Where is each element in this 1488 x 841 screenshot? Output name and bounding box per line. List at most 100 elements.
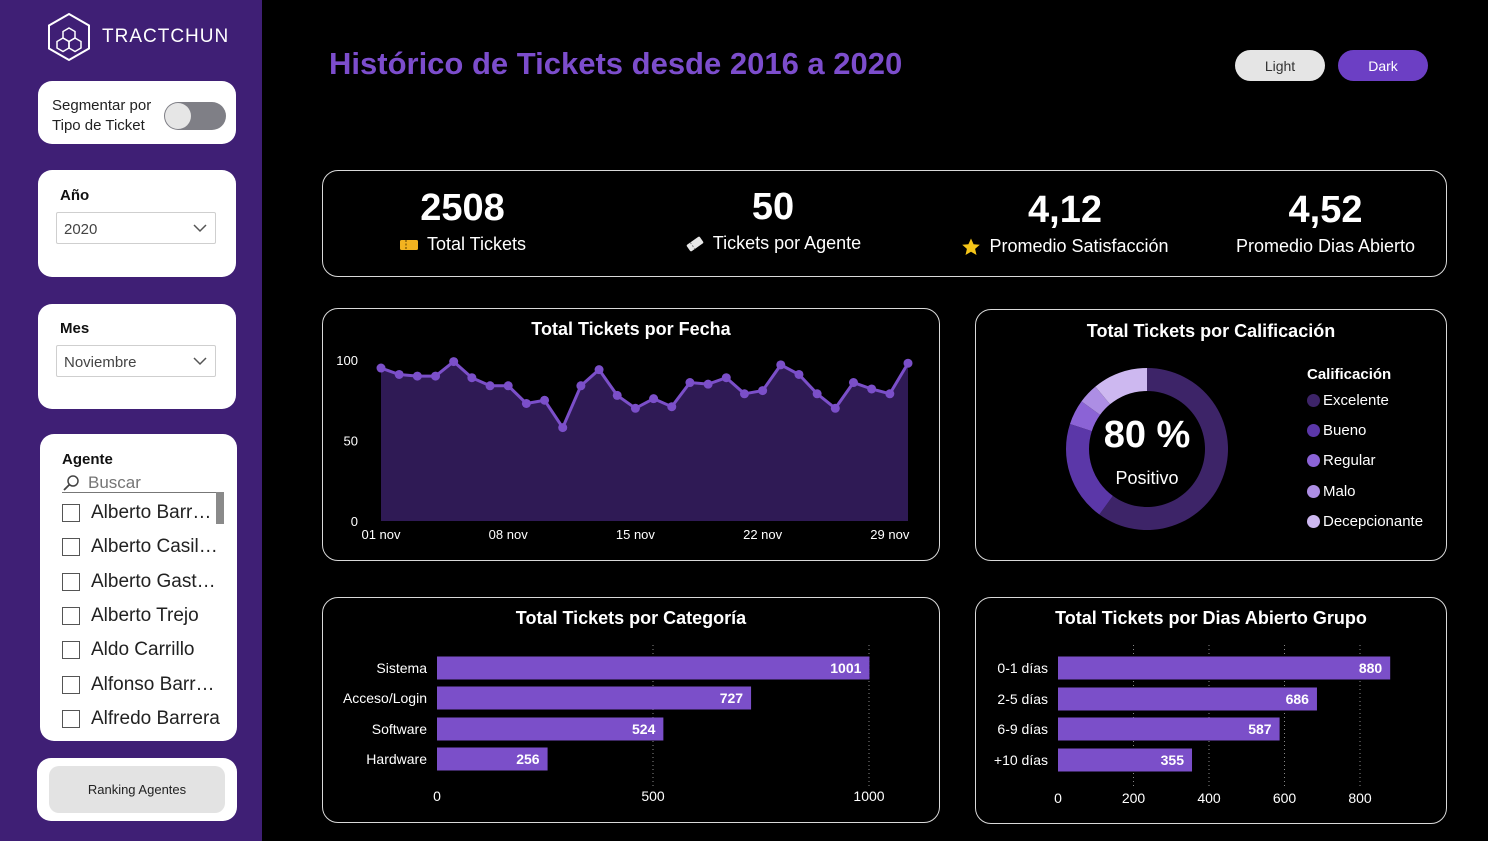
kpi-label-text: Total Tickets [426,234,527,254]
year-filter-card: Año 2020 [38,170,236,277]
category-label: 6-9 días [997,721,1048,737]
tickets-by-rating-donut: 80 % Positivo [1066,368,1228,530]
kpi-label-text: Tickets por Agente [712,233,862,253]
bar-value-label: 727 [720,690,744,706]
brand-name: TRACTCHUN [102,26,230,47]
x-tick-label: 08 nov [489,527,529,542]
year-select-value: 2020 [64,221,98,238]
x-tick-label: 0 [433,788,441,804]
bar-value-label: 880 [1359,660,1383,676]
data-point [812,389,822,399]
donut-slice [1095,368,1147,405]
agent-list-item[interactable]: Alberto Barraza [62,496,226,530]
agent-search [62,472,222,493]
bar [1058,687,1317,711]
kpi-value: 50 [751,186,795,228]
legend-item: Decepcionante [1307,513,1423,530]
agent-checkbox[interactable] [62,572,80,591]
agent-checkbox[interactable] [62,709,80,728]
bar [437,656,870,680]
category-label: +10 días [994,752,1048,768]
legend-item: Bueno [1307,422,1366,439]
data-point [848,378,858,388]
data-point [521,398,531,408]
agent-search-input[interactable] [88,472,218,493]
dark-theme-button[interactable]: Dark [1338,50,1428,81]
donut-slice [1081,386,1111,415]
data-point [576,381,586,391]
legend-dot [1307,394,1320,407]
agent-list-item[interactable]: Alfredo Barrera [62,702,226,736]
ranking-agents-button[interactable]: Ranking Agentes [49,766,225,813]
x-tick-label: 1000 [853,788,884,804]
kpi-label-text: Promedio Satisfacción [989,236,1169,256]
year-select[interactable]: 2020 [56,212,216,244]
agent-checkbox[interactable] [62,504,80,523]
kpi-value: 4,12 [1028,189,1102,231]
agent-list-item[interactable]: Alberto Gastelum [62,565,226,599]
category-label: Acceso/Login [343,690,427,706]
toggle-knob [165,103,191,129]
data-point [376,363,386,373]
kpi-avg-satisfaction: 4,12 Promedio Satisfacción [955,189,1175,257]
donut-hole [1090,392,1204,506]
chevron-down-icon [193,224,207,233]
bar [437,686,752,710]
agent-list-item[interactable]: Alfonso Barraza [62,667,226,701]
data-point [685,378,695,388]
agent-list-item[interactable]: Alberto Casillas [62,530,226,564]
data-point [412,371,422,381]
data-point [867,384,877,394]
chart-title: Total Tickets por Dias Abierto Grupo [1055,608,1367,628]
agent-list-scrollbar[interactable] [216,492,224,524]
agent-name: Aldo Carrillo [91,639,195,661]
legend-label: Excelente [1323,392,1389,409]
agent-filter-card: Agente Alberto Barraza Alberto Casillas … [40,434,237,741]
y-tick-label: 100 [336,353,358,368]
agent-checkbox[interactable] [62,607,80,626]
x-tick-label: 15 nov [616,527,656,542]
light-theme-button[interactable]: Light [1235,50,1325,81]
category-label: Hardware [366,751,427,767]
tickets-by-category-panel: Total Tickets por Categoría [322,597,940,823]
x-tick-label: 500 [641,788,665,804]
bar-value-label: 686 [1286,691,1310,707]
bar [437,717,664,741]
agent-name: Alfonso Barraza [91,673,221,695]
donut-center-value: 80 % [1104,414,1191,456]
data-point [431,371,441,381]
data-point [485,381,495,391]
data-point [739,389,749,399]
kpi-label: Promedio Dias Abierto [1223,236,1428,257]
legend-item: Excelente [1307,392,1389,409]
month-select[interactable]: Noviembre [56,345,216,377]
month-filter-title: Mes [60,320,90,337]
data-point [630,403,640,413]
rating-legend-title: Calificación [1307,366,1392,383]
legend-dot [1307,454,1320,468]
data-point [830,403,840,413]
agent-list-item[interactable]: Alberto Trejo [62,599,226,633]
kpi-tickets-per-agent: 50 Tickets por Agente [673,186,873,254]
x-tick-label: 600 [1273,790,1297,806]
segment-toggle-switch[interactable] [164,102,226,130]
agent-checkbox[interactable] [62,641,80,660]
agent-name: Alberto Trejo [91,605,199,627]
category-label: 0-1 días [997,660,1048,676]
legend-label: Decepcionante [1323,512,1424,530]
chart-title: Total Tickets por Categoría [515,608,747,628]
x-tick-label: 0 [1054,790,1062,806]
data-point [667,402,677,412]
segment-toggle-label: Segmentar por Tipo de Ticket [52,96,151,136]
x-tick-label: 400 [1197,790,1221,806]
data-point [594,365,604,375]
agent-checkbox[interactable] [62,675,80,694]
agent-checkbox[interactable] [62,538,80,557]
x-tick-label: 200 [1122,790,1146,806]
agent-name: Alberto Gastelum [91,570,221,592]
ranking-card: Ranking Agentes [37,758,237,821]
category-label: 2-5 días [997,691,1048,707]
agent-name: Alberto Casillas [91,536,221,558]
agent-list-item[interactable]: Aldo Carrillo [62,633,226,667]
month-filter-card: Mes Noviembre [38,304,236,409]
